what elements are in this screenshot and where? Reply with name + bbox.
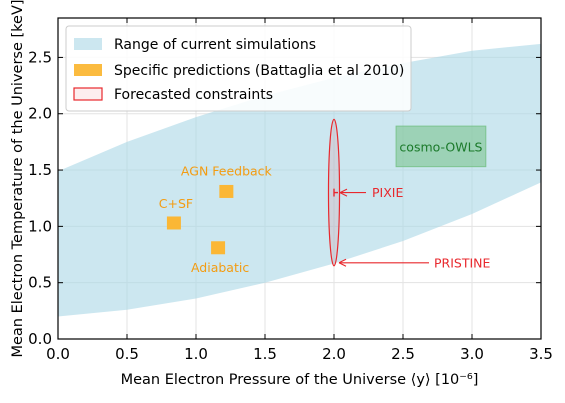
plot-frame [57,17,542,340]
y-tick-label: 0.5 [28,274,52,292]
x-tick-label: 3.5 [529,345,553,363]
x-tick-label: 2.5 [391,345,415,363]
cosmo-owls-label: cosmo-OWLS [399,139,482,154]
y-tick-label: 2.5 [28,48,52,66]
x-tick-label: 0.5 [115,345,139,363]
pixie-arrowhead [339,188,348,197]
legend-box [65,25,412,112]
cosmo-owls-region [395,125,487,168]
prediction-markers: AGN Feedback C+SF Adiabatic [159,163,273,274]
y-axis-title: Mean Electron Temperature of the Univers… [10,0,26,358]
simulation-range-band [58,43,541,317]
legend-label-simulations: Range of current simulations [114,37,316,53]
y-ticks: 0.0 0.5 1.0 1.5 2.0 2.5 [28,48,541,348]
prediction-marker [219,184,234,198]
x-tick-label: 0.0 [46,345,70,363]
x-tick-label: 1.5 [253,345,277,363]
pixie-label: PIXIE [372,185,403,200]
y-tick-label: 0.0 [28,330,52,348]
x-tick-label: 3.0 [460,345,484,363]
prediction-label: AGN Feedback [181,163,273,178]
legend-swatch-predictions [74,64,102,76]
x-ticks: 0.0 0.5 1.0 1.5 2.0 2.5 3.0 3.5 [46,18,553,363]
legend-label-constraints: Forecasted constraints [114,87,273,103]
x-tick-label: 1.0 [184,345,208,363]
y-tick-label: 1.0 [28,217,52,235]
prediction-label: Adiabatic [191,260,249,275]
prediction-marker [211,241,226,255]
prediction-marker [166,216,181,230]
constraint-marks: PIXIE PRISTINE [327,118,491,270]
legend: Range of current simulations Specific pr… [65,25,412,112]
legend-swatch-constraints [73,87,103,101]
pristine-arrowhead [338,258,347,267]
y-tick-label: 2.0 [28,105,52,123]
legend-label-predictions: Specific predictions (Battaglia et al 20… [114,63,404,79]
pristine-ellipse [327,118,341,267]
x-tick-label: 2.0 [322,345,346,363]
pristine-label: PRISTINE [434,255,491,270]
y-tick-label: 1.5 [28,161,52,179]
prediction-label: C+SF [159,196,193,211]
x-axis-title: Mean Electron Pressure of the Universe ⟨… [121,372,479,388]
legend-swatch-simulations [74,38,102,50]
